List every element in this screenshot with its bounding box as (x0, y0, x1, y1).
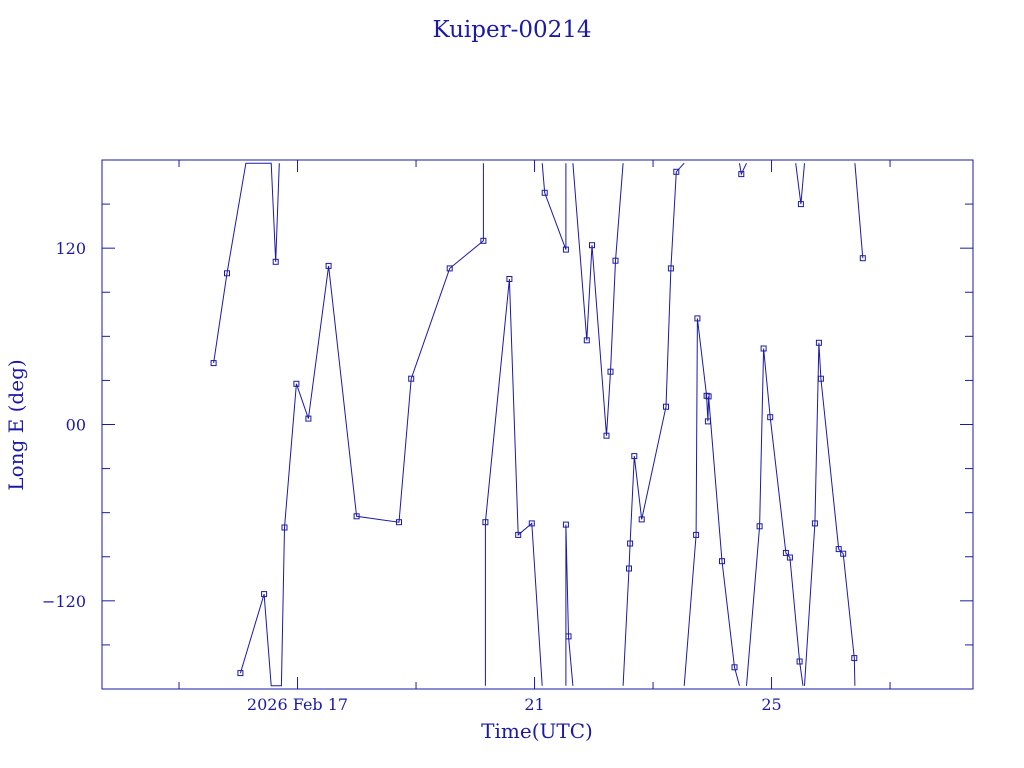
y-tick-label: 00 (66, 416, 86, 435)
data-point (627, 540, 634, 547)
data-point (583, 337, 590, 344)
data-point (482, 519, 489, 526)
y-tick-label: 120 (55, 239, 86, 258)
data-point (638, 516, 645, 523)
data-point (811, 520, 818, 527)
series-line (213, 162, 280, 364)
data-point (237, 670, 244, 677)
data-point (603, 432, 610, 439)
data-point (693, 531, 700, 538)
chart-title: Kuiper-00214 (432, 17, 591, 43)
data-point (210, 360, 217, 367)
data-point (281, 524, 288, 531)
data-point (408, 375, 415, 382)
data-point (797, 201, 804, 208)
data-point (859, 255, 866, 262)
data-point (562, 246, 569, 253)
data-point (835, 546, 842, 553)
data-point (719, 558, 725, 565)
x-tick-label: 21 (524, 695, 544, 714)
axis-ticks (102, 160, 973, 689)
data-point (353, 513, 360, 520)
data-point (738, 171, 745, 178)
data-point (815, 339, 822, 346)
data-point (851, 655, 858, 662)
series-line (739, 162, 747, 176)
data-point (565, 633, 572, 640)
data-point (673, 168, 680, 175)
series-line (795, 163, 805, 205)
data-point (840, 550, 847, 557)
axis-tick-labels: 2026 Feb 17 21 25 −120 00 120 (42, 239, 782, 714)
series-line (541, 163, 567, 250)
data-point (261, 591, 268, 598)
data-point (607, 368, 614, 375)
series-line (854, 163, 864, 259)
data-point (817, 375, 824, 382)
data-point (325, 262, 332, 269)
series-line (804, 342, 856, 686)
data-point (694, 315, 701, 322)
data-point (704, 418, 711, 425)
data-point (756, 523, 763, 530)
series-line (239, 163, 484, 687)
data-point (667, 265, 674, 272)
data-point (767, 414, 774, 421)
data-point (515, 531, 522, 538)
data-point (541, 189, 548, 196)
data-point (272, 258, 279, 265)
x-axis-label: Time(UTC) (481, 719, 593, 743)
data-point (760, 345, 767, 352)
data-point (562, 521, 569, 528)
data-point (506, 276, 513, 282)
series-line (622, 162, 685, 686)
data-point (612, 257, 619, 264)
data-point (224, 270, 230, 277)
data-point (305, 415, 312, 422)
data-point (631, 453, 638, 460)
series-layer (210, 162, 866, 687)
series-line (746, 348, 804, 686)
x-tick-label: 25 (761, 695, 781, 714)
data-point (705, 393, 712, 400)
y-tick-label: −120 (42, 592, 86, 611)
data-point (782, 549, 789, 556)
data-point (796, 658, 803, 665)
data-point (626, 565, 632, 572)
data-point (731, 664, 738, 671)
series-line (484, 278, 543, 686)
data-point (528, 520, 535, 527)
data-point (446, 265, 453, 272)
y-axis-label: Long E (deg) (4, 359, 28, 490)
data-point (480, 237, 487, 244)
data-point (589, 242, 595, 249)
x-tick-label: 2026 Feb 17 (247, 695, 348, 714)
data-point (293, 380, 300, 387)
series-line (565, 524, 574, 686)
series-line (572, 163, 624, 436)
data-point (786, 554, 793, 561)
series-line (683, 318, 740, 686)
data-point (396, 519, 402, 526)
data-point (663, 403, 669, 410)
